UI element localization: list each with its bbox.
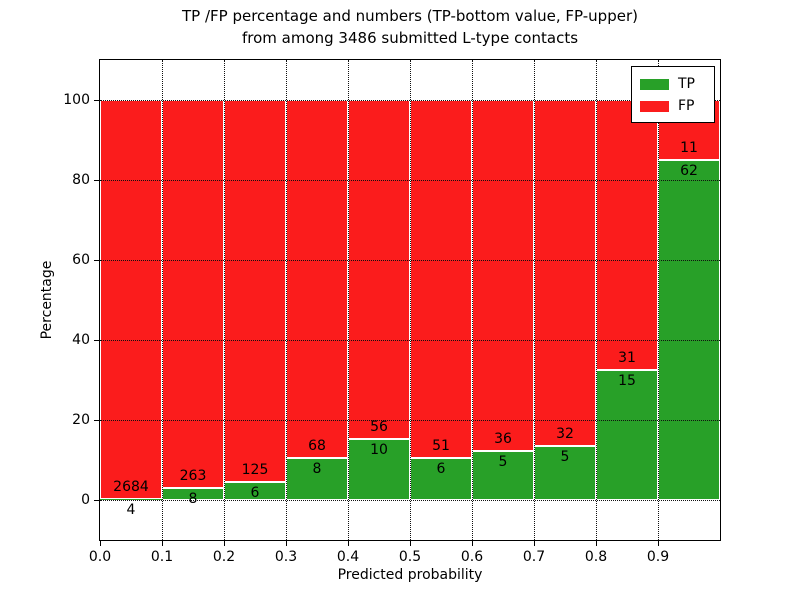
legend: TP FP: [631, 66, 715, 123]
legend-entry-tp: TP: [640, 73, 706, 95]
tp-count-label: 8: [188, 491, 198, 508]
x-tick-label: 0.9: [646, 549, 670, 565]
tp-swatch: [640, 78, 669, 90]
x-tick-label: 0.3: [274, 549, 298, 565]
y-tick-mark: [94, 420, 99, 421]
x-tick-mark: [410, 541, 411, 546]
tp-count-label: 10: [370, 442, 388, 459]
y-tick-mark: [94, 340, 99, 341]
x-tick-mark: [224, 541, 225, 546]
x-tick-label: 0.4: [336, 549, 360, 565]
x-tick-mark: [534, 541, 535, 546]
fp-bar-segment: [472, 100, 534, 452]
fp-count-label: 56: [370, 419, 388, 436]
legend-entry-fp: FP: [640, 95, 706, 117]
x-tick-label: 0.5: [398, 549, 422, 565]
x-tick-label: 0.7: [522, 549, 546, 565]
fp-bar-segment: [162, 100, 224, 489]
fp-count-label: 36: [494, 431, 512, 448]
x-gridline: [348, 60, 349, 540]
tp-bar-segment: [658, 160, 720, 500]
x-tick-label: 0.0: [88, 549, 112, 565]
x-gridline: [596, 60, 597, 540]
x-tick-label: 0.8: [584, 549, 608, 565]
tp-count-label: 62: [680, 163, 698, 180]
tp-bar-segment: [596, 369, 658, 500]
tp-bar-segment: [100, 499, 162, 500]
x-tick-mark: [658, 541, 659, 546]
fp-bar-segment: [100, 100, 162, 500]
y-axis-label: Percentage: [39, 260, 55, 340]
x-tick-label: 0.1: [150, 549, 174, 565]
fp-count-label: 51: [432, 437, 450, 454]
x-tick-mark: [286, 541, 287, 546]
fp-count-label: 68: [308, 437, 326, 454]
fp-bar-segment: [596, 100, 658, 370]
y-tick-label: 80: [72, 172, 90, 188]
tp-count-label: 8: [312, 460, 322, 477]
x-tick-mark: [596, 541, 597, 546]
fp-bar-segment: [224, 100, 286, 482]
tp-count-label: 6: [250, 484, 260, 501]
fp-count-label: 31: [618, 349, 636, 366]
y-tick-mark: [94, 260, 99, 261]
tp-count-label: 6: [436, 460, 446, 477]
x-gridline: [224, 60, 225, 540]
y-tick-mark: [94, 500, 99, 501]
legend-label-fp: FP: [678, 98, 695, 114]
y-tick-label: 100: [63, 92, 90, 108]
fp-bar-segment: [348, 100, 410, 440]
y-tick-label: 40: [72, 332, 90, 348]
x-tick-label: 0.6: [460, 549, 484, 565]
fp-bar-segment: [286, 100, 348, 458]
x-tick-mark: [348, 541, 349, 546]
chart-title-line-2: from among 3486 submitted L-type contact…: [241, 29, 579, 47]
x-gridline: [658, 60, 659, 540]
y-tick-label: 0: [81, 492, 90, 508]
chart-title: TP /FP percentage and numbers (TP-bottom…: [100, 5, 720, 49]
tp-count-label: 5: [560, 448, 570, 465]
tp-bar-segment: [286, 457, 348, 500]
fp-count-label: 32: [556, 425, 574, 442]
fp-count-label: 2684: [113, 479, 149, 496]
fp-count-label: 11: [680, 140, 698, 157]
x-gridline: [534, 60, 535, 540]
fp-bar-segment: [410, 100, 472, 458]
tp-count-label: 5: [498, 454, 508, 471]
fp-swatch: [640, 100, 669, 112]
fp-count-label: 263: [179, 468, 207, 485]
tp-count-label: 15: [618, 372, 636, 389]
y-tick-label: 20: [72, 412, 90, 428]
fp-bar-segment: [534, 100, 596, 446]
x-tick-mark: [472, 541, 473, 546]
tp-count-label: 4: [126, 502, 136, 519]
y-tick-mark: [94, 100, 99, 101]
chart-title-line-1: TP /FP percentage and numbers (TP-bottom…: [182, 7, 638, 25]
x-gridline: [162, 60, 163, 540]
tp-bar-segment: [410, 457, 472, 500]
x-gridline: [286, 60, 287, 540]
tp-bar-segment: [534, 445, 596, 500]
plot-area: 2684 4 263 8 125 6 68 8 56 10 51 6 36 5 32 5 31 15 11 62 TP…: [99, 59, 721, 541]
x-gridline: [472, 60, 473, 540]
x-tick-mark: [100, 541, 101, 546]
y-tick-label: 60: [72, 252, 90, 268]
x-tick-label: 0.2: [212, 549, 236, 565]
tp-bar-segment: [472, 451, 534, 500]
fp-count-label: 125: [241, 461, 269, 478]
y-tick-mark: [94, 180, 99, 181]
tp-bar-segment: [348, 439, 410, 500]
x-gridline: [410, 60, 411, 540]
x-axis-label: Predicted probability: [337, 567, 483, 583]
legend-label-tp: TP: [678, 76, 695, 92]
x-tick-mark: [162, 541, 163, 546]
